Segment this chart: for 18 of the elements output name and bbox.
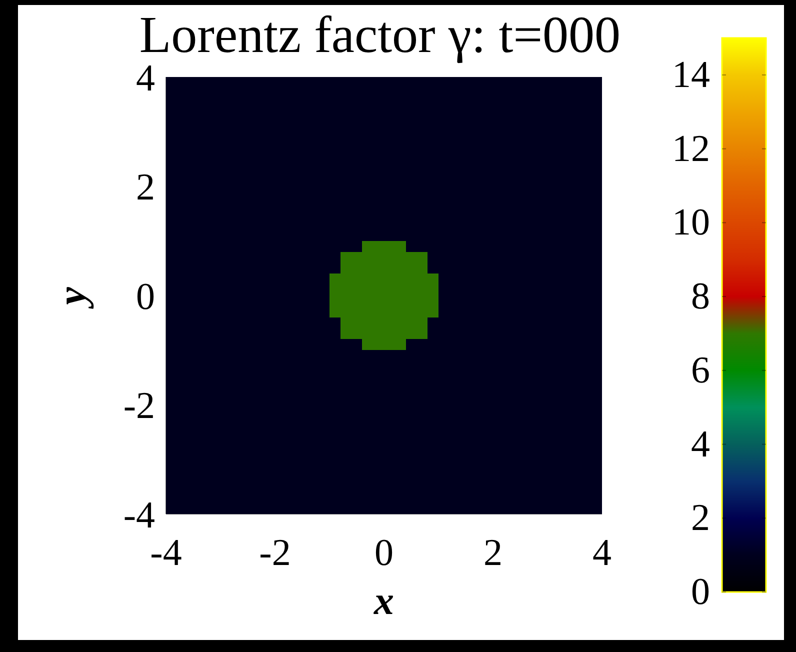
color-bar-label: 10 xyxy=(672,202,710,244)
y-tick-label: -4 xyxy=(123,494,155,536)
color-bar-label: 6 xyxy=(691,349,710,392)
color-bar-label: 0 xyxy=(691,571,710,613)
x-axis-title: x xyxy=(372,578,395,623)
color-bar-label: 2 xyxy=(691,497,710,540)
y-tick-label: -2 xyxy=(123,385,155,428)
x-tick-label: -2 xyxy=(259,532,291,574)
color-bar-label: 14 xyxy=(672,54,710,96)
x-tick-label: 0 xyxy=(374,532,394,574)
x-tick-label: 4 xyxy=(592,532,612,574)
y-axis-title: y xyxy=(49,286,94,311)
x-tick-label: 2 xyxy=(484,532,502,574)
color-bar-label: 12 xyxy=(672,128,710,170)
color-bar-label: 8 xyxy=(691,276,710,318)
y-tick-label: 0 xyxy=(136,276,155,318)
color-bar-label: 4 xyxy=(691,423,710,466)
y-tick-label: 2 xyxy=(136,166,155,209)
